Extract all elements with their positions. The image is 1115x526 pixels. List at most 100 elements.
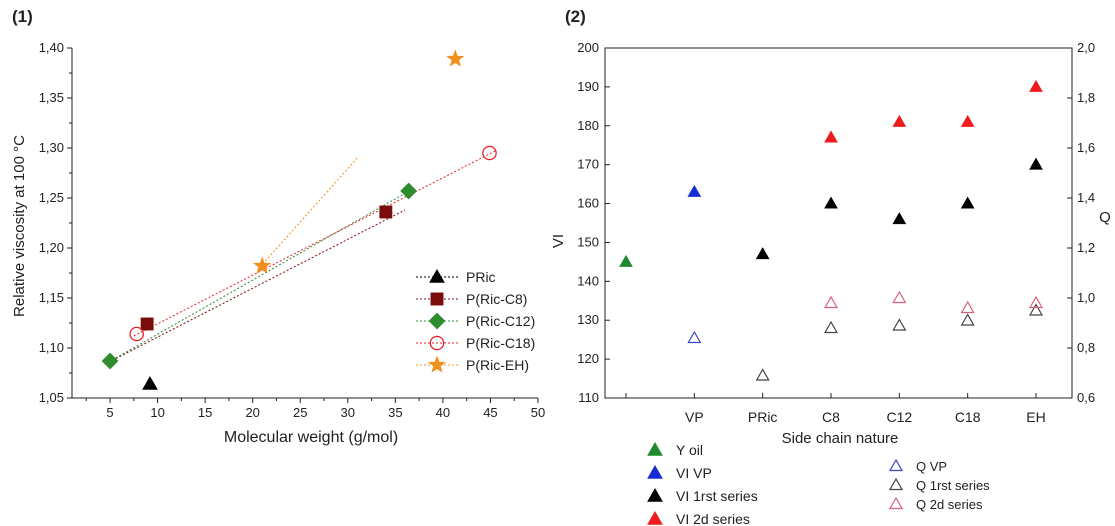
- legend-label: VI 2d series: [676, 511, 750, 526]
- data-point: [1028, 295, 1044, 309]
- trend-line: [257, 157, 358, 271]
- trend-line: [105, 187, 415, 365]
- y2-tick-label: 1,2: [1077, 240, 1095, 255]
- y-tick-label: 170: [577, 157, 599, 172]
- data-point: [892, 290, 907, 304]
- panel-1-x-axis-title: Molecular weight (g/mol): [224, 429, 398, 446]
- data-point: [823, 320, 839, 334]
- data-point: [960, 114, 975, 127]
- x-tick-label: 15: [198, 405, 212, 420]
- data-point: [892, 114, 907, 127]
- x-tick-label: PRic: [748, 409, 778, 425]
- y-tick-label: 110: [578, 390, 599, 405]
- y2-tick-label: 1,8: [1077, 90, 1095, 105]
- panel-2-x-axis-title: Side chain nature: [782, 430, 899, 447]
- y-tick-label: 1,20: [39, 240, 64, 255]
- legend-label: Q 2d series: [916, 497, 983, 512]
- legend-marker: [888, 458, 904, 472]
- x-tick-label: 45: [483, 405, 497, 420]
- y-tick-label: 1,40: [39, 40, 64, 55]
- y-tick-label: 130: [577, 312, 599, 327]
- data-point: [892, 212, 907, 225]
- legend-marker: [647, 510, 663, 525]
- data-point: [446, 49, 465, 67]
- data-point: [755, 368, 770, 381]
- x-tick-label: C12: [886, 409, 912, 425]
- y2-tick-label: 1,0: [1077, 290, 1095, 305]
- y-tick-label: 1,10: [39, 340, 64, 355]
- y2-tick-label: 1,4: [1077, 190, 1095, 205]
- trend-line: [105, 209, 406, 365]
- x-tick-label: 10: [150, 405, 164, 420]
- y2-tick-label: 2,0: [1077, 40, 1095, 55]
- y2-tick-label: 0,8: [1077, 340, 1095, 355]
- x-tick-label: VP: [685, 409, 704, 425]
- legend-label: VI VP: [676, 465, 712, 481]
- legend-marker: [647, 487, 663, 502]
- y2-tick-label: 0,6: [1077, 390, 1095, 405]
- panel-1-label: (1): [12, 7, 33, 26]
- legend-label: P(Ric-C18): [466, 335, 535, 351]
- y2-tick-label: 1,6: [1077, 140, 1095, 155]
- x-tick-label: 20: [245, 405, 259, 420]
- x-tick-label: 50: [531, 405, 545, 420]
- data-point: [892, 318, 907, 331]
- data-point: [379, 205, 393, 219]
- y-tick-label: 190: [577, 79, 599, 94]
- legend-label: P(Ric-C12): [466, 313, 535, 329]
- legend-marker: [429, 335, 445, 351]
- plot-frame: [604, 47, 1073, 399]
- legend-marker: [427, 355, 447, 373]
- y-tick-label: 1,30: [39, 140, 64, 155]
- y-tick-label: 180: [577, 118, 599, 133]
- data-point: [129, 326, 144, 342]
- x-tick-label: 35: [388, 405, 402, 420]
- data-point: [1029, 79, 1043, 92]
- data-point: [960, 313, 975, 326]
- x-tick-label: 5: [106, 405, 113, 420]
- data-point: [824, 130, 838, 143]
- data-point: [687, 184, 702, 197]
- data-point: [619, 254, 633, 267]
- data-point: [400, 182, 418, 200]
- y-tick-label: 150: [577, 234, 599, 249]
- legend-label: P(Ric-C8): [466, 291, 527, 307]
- legend-label: PRic: [466, 269, 496, 285]
- data-point: [755, 247, 770, 260]
- panel-2-label: (2): [565, 7, 586, 26]
- data-point: [253, 256, 272, 274]
- legend-label: Q VP: [916, 459, 947, 474]
- legend-label: VI 1rst series: [676, 488, 758, 504]
- panel-2-y2-axis-title: Q: [1099, 209, 1111, 226]
- data-point: [823, 295, 839, 309]
- legend-marker: [429, 268, 445, 283]
- legend-marker: [647, 441, 663, 456]
- y-tick-label: 1,05: [39, 390, 64, 405]
- trend-line: [133, 150, 496, 337]
- data-point: [101, 352, 119, 370]
- data-point: [824, 196, 838, 209]
- x-tick-label: EH: [1026, 409, 1045, 425]
- legend-marker: [428, 312, 446, 330]
- panel-1-plot: 5 10 15 20 25 30 35 40 45 50 1,05 1,10 1,15 1,20 1,25 1…: [39, 40, 546, 420]
- data-point: [142, 375, 158, 390]
- panel-2-y-axis-title: VI: [550, 234, 567, 248]
- data-point: [140, 317, 154, 331]
- x-tick-label: 30: [341, 405, 355, 420]
- panel-2-plot: VP PRic C8 C12 C18 EH 110 120 130 140 150 160 170 180…: [577, 40, 1095, 526]
- data-point: [482, 145, 497, 161]
- y-tick-label: 1,25: [39, 190, 64, 205]
- y-tick-label: 140: [577, 273, 599, 288]
- legend-label: Y oil: [676, 442, 703, 458]
- y-tick-label: 200: [577, 40, 599, 55]
- x-tick-label: 40: [436, 405, 450, 420]
- y-tick-label: 1,35: [39, 90, 64, 105]
- x-tick-label: 25: [293, 405, 307, 420]
- panel-1-y-axis-title: Relative viscosity at 100 °C: [11, 135, 28, 317]
- y-tick-label: 160: [577, 196, 599, 211]
- legend-marker: [647, 464, 663, 479]
- y-tick-label: 1,15: [39, 290, 64, 305]
- legend-marker: [430, 292, 444, 306]
- data-point: [1029, 157, 1043, 170]
